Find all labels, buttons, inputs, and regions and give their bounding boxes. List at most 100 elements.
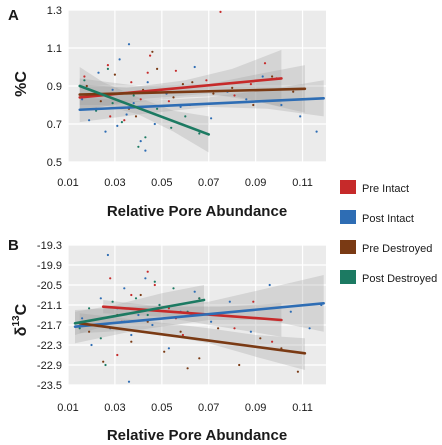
point-post-destroyed xyxy=(104,363,107,367)
point-pre-destroyed xyxy=(151,50,154,53)
point-post-destroyed xyxy=(184,115,187,118)
point-post-destroyed xyxy=(111,102,114,105)
point-post-destroyed xyxy=(144,136,147,139)
point-pre-destroyed xyxy=(139,293,142,297)
confidence-band-pre-destroyed xyxy=(79,65,305,113)
point-post-destroyed xyxy=(111,300,114,303)
point-pre-destroyed xyxy=(172,96,175,99)
point-post-intact xyxy=(111,88,114,91)
x-tick-label: 0.11 xyxy=(292,402,313,414)
y-tick-label: -19.9 xyxy=(37,260,62,272)
point-pre-destroyed xyxy=(85,84,88,88)
point-post-intact xyxy=(146,81,149,84)
point-pre-intact xyxy=(271,340,274,343)
point-pre-intact xyxy=(146,270,149,273)
point-post-intact xyxy=(299,115,302,118)
y-axis-title-main: δ xyxy=(13,326,30,336)
y-tick-label: 0.5 xyxy=(47,157,62,169)
point-pre-destroyed xyxy=(217,327,220,330)
point-post-intact xyxy=(268,283,271,287)
point-post-destroyed xyxy=(146,313,149,317)
point-pre-destroyed xyxy=(181,83,184,86)
x-tick-label: 0.05 xyxy=(151,177,172,189)
panel-label: B xyxy=(8,237,19,254)
point-pre-destroyed xyxy=(156,67,159,70)
y-axis-title: %C xyxy=(13,71,30,97)
point-pre-intact xyxy=(205,79,208,82)
point-post-intact xyxy=(193,65,196,69)
point-pre-intact xyxy=(219,10,222,13)
x-tick-label: 0.11 xyxy=(292,177,313,189)
point-pre-intact xyxy=(249,83,252,86)
point-post-intact xyxy=(118,58,121,61)
regression-line-post-destroyed xyxy=(73,298,206,325)
point-post-destroyed xyxy=(99,337,102,340)
y-tick-label: 1.1 xyxy=(47,43,62,55)
y-tick-label: -20.5 xyxy=(37,280,62,292)
regression-line-pre-destroyed xyxy=(78,87,307,96)
point-post-destroyed xyxy=(134,297,138,300)
x-tick-label: 0.01 xyxy=(57,402,78,414)
point-pre-destroyed xyxy=(134,115,138,118)
point-pre-destroyed xyxy=(99,100,102,103)
point-post-intact xyxy=(210,320,213,323)
point-pre-intact xyxy=(252,300,255,303)
point-post-intact xyxy=(97,71,100,74)
point-pre-destroyed xyxy=(259,337,262,340)
point-post-intact xyxy=(308,327,311,330)
point-pre-intact xyxy=(109,115,112,118)
point-post-intact xyxy=(289,310,292,313)
regression-line-post-destroyed xyxy=(78,84,211,136)
point-pre-intact xyxy=(153,283,156,287)
point-pre-intact xyxy=(109,277,112,280)
point-post-intact xyxy=(132,102,135,105)
panel-label: A xyxy=(8,7,19,24)
legend: Pre Intact Post Intact Pre Destroyed Post D… xyxy=(340,180,437,285)
legend-swatch xyxy=(340,210,356,224)
panel-b: 0.01 0.03 0.05 0.07 0.09 0.11 -23.5 -22.9 -22.3 -… xyxy=(8,237,326,444)
point-pre-destroyed xyxy=(252,103,255,107)
point-post-intact xyxy=(81,317,84,320)
y-tick-label: -21.7 xyxy=(37,320,62,332)
point-pre-destroyed xyxy=(212,92,215,95)
point-pre-destroyed xyxy=(198,357,201,360)
y-axis-title-tail: C xyxy=(13,303,30,315)
y-axis-title: δ13C xyxy=(11,303,30,336)
point-post-intact xyxy=(151,323,154,327)
point-post-intact xyxy=(130,333,133,337)
legend-swatch xyxy=(340,270,356,284)
point-post-destroyed xyxy=(153,280,156,283)
x-tick-label: 0.07 xyxy=(198,177,219,189)
point-post-intact xyxy=(228,300,231,303)
point-pre-intact xyxy=(149,54,152,57)
x-tick-label: 0.01 xyxy=(57,177,78,189)
point-post-intact xyxy=(127,380,131,383)
point-post-intact xyxy=(280,103,283,107)
regression-line-pre-intact xyxy=(101,305,283,322)
point-pre-intact xyxy=(123,119,126,122)
point-post-intact xyxy=(315,130,318,133)
point-pre-destroyed xyxy=(88,330,91,333)
legend-swatch xyxy=(340,180,356,194)
point-pre-destroyed xyxy=(292,90,295,93)
confidence-band-pre-destroyed xyxy=(79,313,305,370)
regression-line-post-intact xyxy=(73,302,325,328)
point-post-intact xyxy=(245,98,248,101)
point-pre-destroyed xyxy=(296,370,299,373)
point-pre-intact xyxy=(106,64,109,67)
y-tick-label: 1.3 xyxy=(47,5,62,17)
point-post-intact xyxy=(106,253,109,257)
panel-a: 0.01 0.03 0.05 0.07 0.09 0.11 0.5 0.7 0.9 1.1 1.3 R… xyxy=(8,5,326,220)
y-tick-label: -19.3 xyxy=(37,240,62,252)
x-axis-title: Relative Pore Abundance xyxy=(107,203,287,220)
point-post-intact xyxy=(116,124,119,127)
point-post-intact xyxy=(127,43,131,46)
point-post-intact xyxy=(123,287,126,290)
x-tick-label: 0.05 xyxy=(151,402,172,414)
point-post-destroyed xyxy=(106,67,109,70)
point-post-intact xyxy=(125,113,128,116)
x-tick-label: 0.07 xyxy=(198,402,219,414)
point-post-intact xyxy=(210,117,213,120)
point-pre-intact xyxy=(174,69,177,72)
legend-label: Pre Intact xyxy=(362,183,409,195)
